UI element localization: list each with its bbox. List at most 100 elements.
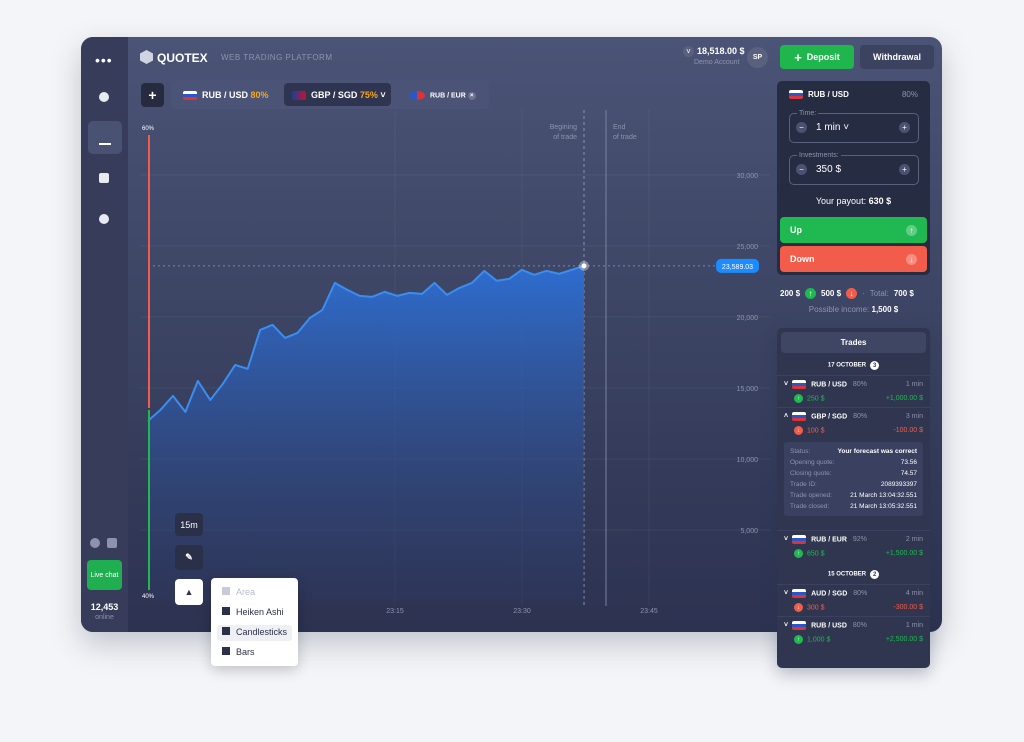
detail-row: Status: Your forecast was correct [784, 446, 923, 457]
amount-wrap: ↓ 100 $ [794, 426, 825, 435]
add-tab[interactable]: + [141, 83, 164, 107]
flag [792, 589, 807, 598]
balance-dropdown[interactable]: ˅ [683, 46, 694, 57]
y-tick-label: 25,000 [737, 244, 759, 251]
trade[interactable]: ˅ RUB / USD 80% 1 min ↑ 1,000 $ +2,500.00 $ [777, 616, 930, 648]
amount: 650 $ [807, 550, 825, 558]
chart-nav[interactable] [88, 121, 122, 154]
live-chat[interactable]: Live chat [87, 560, 122, 590]
trade[interactable]: ˅ AUD / SGD 80% 4 min ↓ 300 $ -300.00 $ [777, 584, 930, 616]
annotation: End [613, 124, 626, 131]
trade-pair: ˅ AUD / SGD 80% [784, 589, 867, 598]
trade-pair: ˄ GBP / SGD 80% [784, 412, 867, 421]
timeframe-button[interactable]: 15m [175, 513, 203, 536]
trade-details: Status: Your forecast was correct Opening … [784, 442, 923, 516]
trade-row: ˅ RUB / USD 80% 1 min [777, 380, 930, 389]
tab[interactable]: GBP / SGD 75% ˅ [292, 90, 386, 101]
chevron: ˅ [784, 590, 789, 598]
tab[interactable]: RUB / EUR × [409, 91, 476, 100]
investment-minus[interactable]: − [796, 164, 807, 175]
price-label: 23,589.03 [722, 264, 753, 271]
date: 15 OCTOBER [827, 571, 867, 578]
result: -100.00 $ [893, 427, 923, 434]
y-tick-label: 15,000 [737, 386, 759, 393]
trade-row: ˅ AUD / SGD 80% 4 min [777, 589, 930, 598]
percent: 80% [853, 413, 868, 421]
detail-label: Trade opened: [790, 492, 833, 499]
trades-title: Trades [781, 332, 926, 353]
chevron: ˄ [784, 413, 789, 421]
summary-up: 200 $ [780, 289, 801, 298]
y-tick-label: 20,000 [737, 315, 759, 322]
menu-dots[interactable]: ••• [95, 52, 113, 68]
detail-row: Trade opened: 21 March 13:04:32.551 [784, 490, 923, 501]
balance[interactable]: 18,518.00 $ [697, 46, 745, 56]
sentiment-buy [148, 410, 150, 590]
amount: 1,000 $ [807, 636, 831, 644]
chart-type-button[interactable]: ▲ [175, 579, 203, 605]
trade[interactable]: ˅ RUB / EUR 92% 2 min ↑ 650 $ +1,500.00 $ [777, 530, 930, 562]
detail-label: Trade closed: [790, 503, 830, 510]
trade[interactable]: ˅ RUB / USD 80% 1 min ↑ 250 $ +1,000.00 $ [777, 375, 930, 407]
pair: RUB / EUR [811, 536, 847, 544]
investment-plus[interactable]: + [899, 164, 910, 175]
detail-row: Closing quote: 74.57 [784, 468, 923, 479]
investment-value[interactable]: 350 $ [816, 164, 842, 175]
menu-item[interactable]: Bars [222, 647, 255, 657]
menu-item[interactable]: Candlesticks [222, 627, 287, 637]
withdrawal-button[interactable]: Withdrawal [860, 45, 934, 69]
time-plus[interactable]: + [899, 122, 910, 133]
trade-pair: ˅ RUB / USD 80% [784, 621, 867, 630]
tab-pair: GBP / SGD [311, 90, 358, 100]
summary-down: 500 $ [821, 289, 842, 298]
direction-icon: ↑ [794, 394, 803, 403]
down-button[interactable]: Down ↓ [780, 246, 927, 272]
sound-icon[interactable] [107, 538, 117, 548]
time-value[interactable]: 1 min ˅ [816, 122, 850, 133]
education-icon[interactable] [99, 173, 109, 183]
total-label: Total: [869, 289, 889, 298]
income-value: 1,500 $ [871, 305, 899, 314]
settings-icon[interactable] [90, 538, 100, 548]
menu-icon [222, 627, 230, 635]
duration: 4 min [905, 590, 923, 597]
summary: 200 $ ↑ 500 $ ↓ · Total: 700 $ [780, 288, 914, 299]
active-tab-bg [284, 83, 391, 106]
deposit-button[interactable]: + Deposit [780, 45, 854, 69]
detail-row: Opening quote: 73.56 [784, 457, 923, 468]
help-icon[interactable] [99, 92, 109, 102]
drawing-tool[interactable]: ✎ [175, 545, 203, 570]
time-minus[interactable]: − [796, 122, 807, 133]
avatar[interactable]: SP [747, 47, 768, 68]
trade[interactable]: ˄ GBP / SGD 80% 3 min ↓ 100 $ -100.00 $ Status:… [777, 407, 930, 530]
payout: Your payout: 630 $ [777, 196, 930, 206]
payout-label: Your payout: [815, 196, 867, 206]
menu-label: Candlesticks [236, 627, 288, 637]
time-field[interactable] [789, 113, 919, 143]
date-header: 17 OCTOBER 3 [777, 353, 930, 375]
count-badge: 3 [870, 361, 880, 370]
investment-field[interactable] [789, 155, 919, 185]
result: +2,500.00 $ [885, 636, 923, 643]
up-button[interactable]: Up ↑ [780, 217, 927, 243]
amount-wrap: ↑ 250 $ [794, 394, 825, 403]
trade-row: ↓ 300 $ -300.00 $ [777, 603, 930, 612]
duration: 1 min [905, 381, 923, 388]
down-label: Down [790, 254, 815, 264]
trades-list: 17 OCTOBER 3 ˅ RUB / USD 80% 1 min ↑ 250 $ +1,00… [777, 353, 930, 648]
price-badge [716, 258, 759, 273]
x-tick-label: 23:45 [640, 608, 658, 615]
profile-icon[interactable] [99, 214, 109, 224]
menu-item[interactable]: Heiken Ashi [222, 607, 284, 617]
menu-label: Bars [236, 647, 255, 657]
menu-item[interactable]: Area [222, 587, 255, 597]
detail-value: 2089393397 [880, 481, 917, 488]
menu-icon [222, 587, 230, 595]
income-label: Possible income: [808, 305, 870, 314]
direction-icon: ↑ [794, 635, 803, 644]
tab[interactable]: RUB / USD 80% [183, 90, 269, 101]
amount: 100 $ [807, 427, 825, 435]
trade-row: ↑ 1,000 $ +2,500.00 $ [777, 635, 930, 644]
date: 17 OCTOBER [827, 362, 867, 369]
